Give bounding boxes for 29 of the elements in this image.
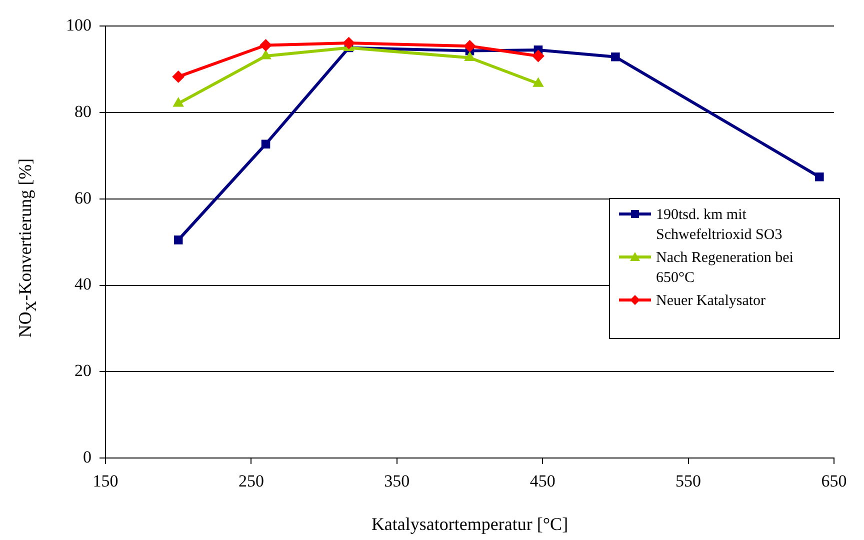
point <box>815 172 824 182</box>
legend-label: 190tsd. km mit Schwefeltrioxid SO3 <box>656 206 784 245</box>
y-tick-label: 0 <box>83 447 92 466</box>
x-tick-label: 550 <box>676 472 702 491</box>
point <box>532 78 544 87</box>
x-tick-label: 150 <box>92 472 118 491</box>
point <box>260 39 272 52</box>
legend-label: Nach Regeneration bei 650°C <box>656 249 794 288</box>
x-tick-label: 650 <box>821 472 847 491</box>
y-tick-label: 20 <box>74 361 92 380</box>
y-tick-label: 60 <box>74 188 92 208</box>
y-tick-label: 100 <box>66 16 92 35</box>
x-tick-label: 250 <box>238 472 264 491</box>
point <box>611 52 620 62</box>
point <box>464 40 476 52</box>
point <box>172 70 184 83</box>
point <box>342 37 355 50</box>
y-tick-label: 40 <box>74 274 92 294</box>
x-tick-label: 450 <box>530 472 556 491</box>
y-tick-label: 80 <box>74 102 92 122</box>
x-tick-label: 350 <box>384 472 410 491</box>
point <box>464 52 476 61</box>
point <box>173 97 184 107</box>
x-axis-title: Katalysatortemperatur [°C] <box>371 514 568 534</box>
point <box>261 140 270 148</box>
legend-label: Neuer Katalysator <box>656 292 766 311</box>
point <box>260 50 272 60</box>
point <box>174 236 183 244</box>
point <box>532 50 544 62</box>
